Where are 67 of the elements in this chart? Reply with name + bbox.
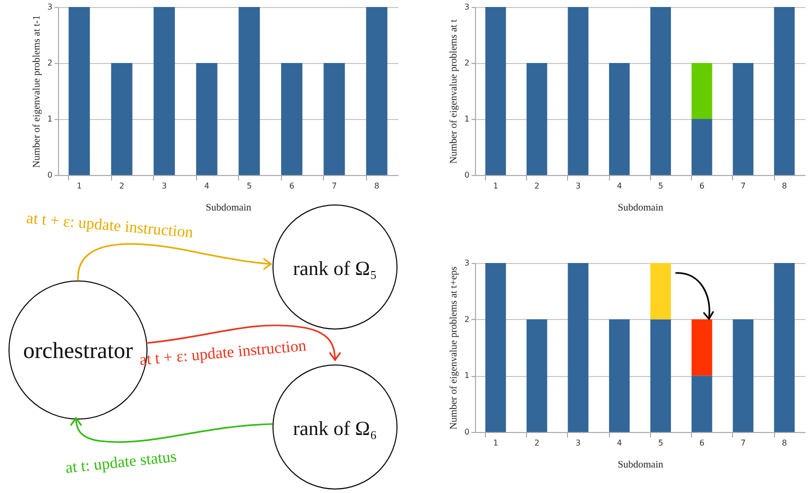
y-tick-label: 1 bbox=[47, 114, 52, 124]
x-tick-label: 2 bbox=[534, 438, 540, 448]
y-tick-label: 0 bbox=[464, 170, 470, 180]
bar bbox=[485, 263, 506, 432]
bar bbox=[650, 319, 671, 432]
x-tick-label: 4 bbox=[204, 182, 210, 190]
bar bbox=[692, 63, 712, 119]
x-tick-label: 6 bbox=[699, 182, 704, 190]
y-axis-title: Number of eigenvalue problems at t-1 bbox=[31, 15, 42, 168]
y-tick-label: 3 bbox=[47, 2, 52, 12]
y-tick-label: 0 bbox=[47, 170, 52, 180]
x-tick-label: 7 bbox=[740, 182, 746, 190]
y-axis-title: Number of eigenvalue problems at t+eps bbox=[448, 266, 460, 430]
y-tick-label: 0 bbox=[464, 428, 470, 436]
x-tick-label: 3 bbox=[576, 438, 581, 448]
y-tick-label: 2 bbox=[464, 58, 470, 68]
text: orchestrator bbox=[23, 338, 134, 363]
text: rank of Ω₅ bbox=[292, 258, 378, 280]
x-axis-title: Subdomain bbox=[618, 460, 664, 470]
bar bbox=[485, 7, 506, 175]
x-tick-label: 6 bbox=[289, 182, 294, 190]
x-tick-label: 4 bbox=[616, 438, 622, 448]
bar bbox=[692, 119, 712, 175]
x-axis-title: Subdomain bbox=[206, 202, 252, 214]
y-tick-label: 3 bbox=[464, 258, 470, 268]
bar bbox=[568, 263, 588, 432]
bar bbox=[568, 7, 588, 175]
x-tick-label: 3 bbox=[162, 182, 167, 190]
y-tick-label: 2 bbox=[464, 314, 470, 324]
y-tick-label: 2 bbox=[47, 58, 52, 68]
x-tick-label: 1 bbox=[493, 438, 498, 448]
x-tick-label: 5 bbox=[658, 182, 664, 190]
bar bbox=[774, 263, 795, 432]
x-tick-label: 3 bbox=[576, 182, 581, 190]
text: at t + ε: update instruction bbox=[138, 337, 307, 369]
x-tick-label: 7 bbox=[332, 182, 337, 190]
x-tick-label: 7 bbox=[740, 438, 746, 448]
x-tick-label: 8 bbox=[374, 182, 380, 190]
bar bbox=[526, 63, 548, 175]
bar bbox=[692, 319, 712, 376]
x-tick-label: 1 bbox=[76, 182, 82, 190]
text: at t + ε: update instruction bbox=[26, 210, 194, 242]
bar bbox=[732, 319, 754, 432]
bar bbox=[650, 263, 671, 320]
text: rank of Ω₆ bbox=[292, 418, 378, 440]
x-tick-label: 5 bbox=[658, 438, 664, 448]
bar bbox=[526, 319, 548, 432]
y-tick-label: 1 bbox=[464, 114, 470, 124]
x-tick-label: 2 bbox=[534, 182, 540, 190]
bar bbox=[732, 63, 754, 175]
y-axis-title: Number of eigenvalue problems at t bbox=[448, 19, 460, 164]
x-tick-label: 8 bbox=[782, 182, 787, 190]
bar bbox=[609, 319, 630, 432]
x-tick-label: 1 bbox=[493, 182, 498, 190]
bar bbox=[774, 7, 795, 175]
bar bbox=[692, 376, 712, 432]
bar bbox=[650, 7, 671, 175]
bar bbox=[609, 63, 630, 175]
y-tick-label: 3 bbox=[464, 2, 470, 12]
x-tick-label: 8 bbox=[782, 438, 787, 448]
x-tick-label: 6 bbox=[699, 438, 704, 448]
x-tick-label: 4 bbox=[616, 182, 622, 190]
y-tick-label: 1 bbox=[464, 371, 470, 380]
x-tick-label: 2 bbox=[119, 182, 124, 190]
text: at t: update status bbox=[64, 448, 178, 477]
x-axis-title: Subdomain bbox=[618, 202, 664, 214]
x-tick-label: 5 bbox=[246, 182, 252, 190]
